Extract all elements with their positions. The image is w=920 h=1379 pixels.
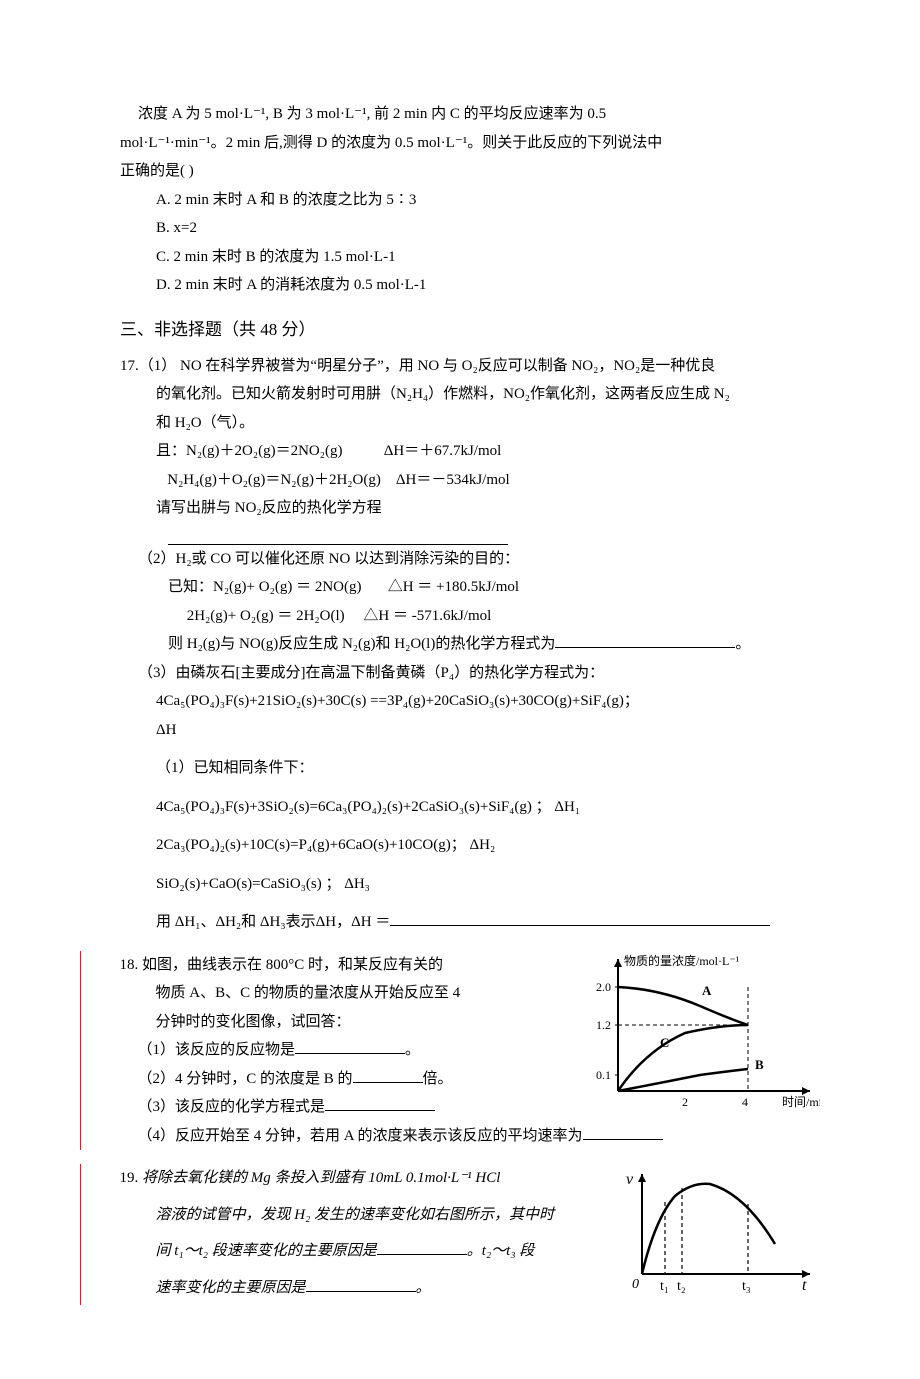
q17-p2a: （2）H₂或 CO 可以催化还原 NO 以达到消除污染的目的： (120, 545, 820, 574)
question-16-continued: 浓度 A 为 5 mol·L⁻¹, B 为 3 mol·L⁻¹, 前 2 min… (120, 100, 820, 300)
q17-p2c: 2H₂(g)+ O₂(g) ＝ 2H₂O(l) △H ＝ -571.6kJ/mo… (120, 602, 820, 631)
svg-text:4: 4 (742, 1095, 748, 1109)
q16-option-c: C. 2 min 末时 B 的浓度为 1.5 mol·L-1 (120, 243, 820, 272)
svg-text:v: v (626, 1171, 634, 1188)
q17-p1a: 17.（1） NO 在科学界被誉为“明星分子”，用 NO 与 O₂反应可以制备 … (120, 352, 820, 381)
q17-number: 17. (120, 358, 139, 374)
q17-p1d: 且：N₂(g)＋2O₂(g)＝2NO₂(g) ΔH＝＋67.7kJ/mol (120, 437, 820, 466)
q19-l1: 19. 将除去氧化镁的 Mg 条投入到盛有 10mL 0.1mol·L⁻¹ HC… (120, 1164, 609, 1193)
q18-l2: 物质 A、B、C 的物质的量浓度从开始反应至 4 (120, 979, 579, 1008)
q17-p3e: 4Ca₅(PO₄)₃F(s)+3SiO₂(s)=6Ca₃(PO₄)₂(s)+2C… (120, 793, 820, 822)
svg-text:0.1: 0.1 (596, 1068, 611, 1082)
q18-s3-blank (325, 1110, 435, 1111)
svg-text:t₃: t₃ (742, 1279, 751, 1294)
q17-p3g: SiO₂(s)+CaO(s)=CaSiO₃(s) ； ΔH₃ (120, 870, 820, 899)
q17-p3-blank (390, 925, 770, 926)
svg-text:2: 2 (682, 1095, 688, 1109)
q16-line3: 正确的是( ) (120, 157, 820, 186)
q16-option-d: D. 2 min 末时 A 的消耗浓度为 0.5 mol·L-1 (120, 271, 820, 300)
q18-s2: （2）4 分钟时，C 的浓度是 B 的倍。 (120, 1065, 579, 1094)
q17-p2-blank (555, 647, 735, 648)
q18-ylabel: 物质的量浓度/mol·L⁻¹ (624, 953, 740, 968)
q17-p1f: 请写出肼与 NO₂反应的热化学方程 (120, 494, 820, 523)
svg-text:A: A (702, 983, 712, 998)
q18-s1-blank (295, 1053, 405, 1054)
q18-chart: 物质的量浓度/mol·L⁻¹ 时间/min 2.0 1.2 0.1 2 4 A … (590, 951, 820, 1122)
q19-l3: 间 t₁～t₂ 段速率变化的主要原因是。t₂～t₃ 段 (120, 1237, 609, 1266)
q19-l3-blank (377, 1254, 467, 1255)
svg-text:1.2: 1.2 (596, 1018, 611, 1032)
svg-text:2.0: 2.0 (596, 980, 611, 994)
q18-s3: （3）该反应的化学方程式是 (120, 1093, 579, 1122)
q17-p3b: 4Ca₅(PO₄)₃F(s)+21SiO₂(s)+30C(s) ==3P₄(g)… (120, 687, 820, 716)
q19-l4-blank (306, 1291, 416, 1292)
q17-p1b: 的氧化剂。已知火箭发射时可用肼（N₂H₄）作燃料，NO₂作氧化剂，这两者反应生成… (120, 380, 820, 409)
svg-text:t: t (802, 1277, 807, 1294)
q17-p1e: N₂H₄(g)＋O₂(g)＝N₂(g)＋2H₂O(g) ΔH＝－534kJ/mo… (120, 466, 820, 495)
question-17: 17.（1） NO 在科学界被誉为“明星分子”，用 NO 与 O₂反应可以制备 … (120, 352, 820, 937)
svg-text:t₁: t₁ (660, 1279, 669, 1294)
q18-number: 18. (120, 957, 139, 973)
q17-p3a: （3）由磷灰石[主要成分]在高温下制备黄磷（P₄）的热化学方程式为： (120, 659, 820, 688)
q18-s2-blank (353, 1082, 423, 1083)
q19-l2: 溶液的试管中，发现 H₂ 发生的速率变化如右图所示，其中时 (120, 1201, 609, 1230)
q17-p2d: 则 H₂(g)与 NO(g)反应生成 N₂(g)和 H₂O(l)的热化学方程式为… (120, 630, 820, 659)
q17-p2b: 已知：N₂(g)+ O₂(g) ＝ 2NO(g) △H ＝ +180.5kJ/m… (120, 573, 820, 602)
q19-number: 19. (120, 1170, 139, 1186)
section-3-title: 三、非选择题（共 48 分） (120, 314, 820, 346)
q16-line1: 浓度 A 为 5 mol·L⁻¹, B 为 3 mol·L⁻¹, 前 2 min… (120, 100, 820, 129)
question-19: 19. 将除去氧化镁的 Mg 条投入到盛有 10mL 0.1mol·L⁻¹ HC… (80, 1164, 820, 1305)
q17-p3h: 用 ΔH₁、ΔH₂和 ΔH₃表示ΔH，ΔH ＝ (120, 908, 820, 937)
q16-option-b: B. x=2 (120, 214, 820, 243)
q16-option-a: A. 2 min 末时 A 和 B 的浓度之比为 5∶3 (120, 186, 820, 215)
q18-s1: （1）该反应的反应物是。 (120, 1036, 579, 1065)
q17-p3f: 2Ca₃(PO₄)₂(s)+10C(s)=P₄(g)+6CaO(s)+10CO(… (120, 831, 820, 860)
q17-p3c: ΔH (120, 716, 820, 745)
q18-s4-blank (583, 1139, 663, 1140)
svg-text:B: B (755, 1057, 764, 1072)
q17-p3d: （1）已知相同条件下： (120, 754, 820, 783)
q16-line2: mol·L⁻¹·min⁻¹。2 min 后,测得 D 的浓度为 0.5 mol·… (120, 129, 820, 158)
q18-xlabel: 时间/min (782, 1095, 820, 1109)
svg-text:t₂: t₂ (677, 1279, 686, 1294)
q18-l1: 18. 如图，曲线表示在 800°C 时，和某反应有关的 (120, 951, 579, 980)
q19-chart: v t 0 t₁ t₂ t₃ (620, 1164, 820, 1305)
q18-l3: 分钟时的变化图像，试回答： (120, 1008, 579, 1037)
q17-p1c: 和 H₂O（气）。 (120, 409, 820, 438)
q18-s4: （4）反应开始至 4 分钟，若用 A 的浓度来表示该反应的平均速率为 (120, 1122, 821, 1151)
svg-text:0: 0 (632, 1277, 639, 1292)
q19-l4: 速率变化的主要原因是。 (120, 1274, 609, 1303)
q17-p1-blank (168, 523, 508, 545)
question-18: 18. 如图，曲线表示在 800°C 时，和某反应有关的 物质 A、B、C 的物… (80, 951, 820, 1151)
svg-text:C: C (660, 1035, 669, 1050)
